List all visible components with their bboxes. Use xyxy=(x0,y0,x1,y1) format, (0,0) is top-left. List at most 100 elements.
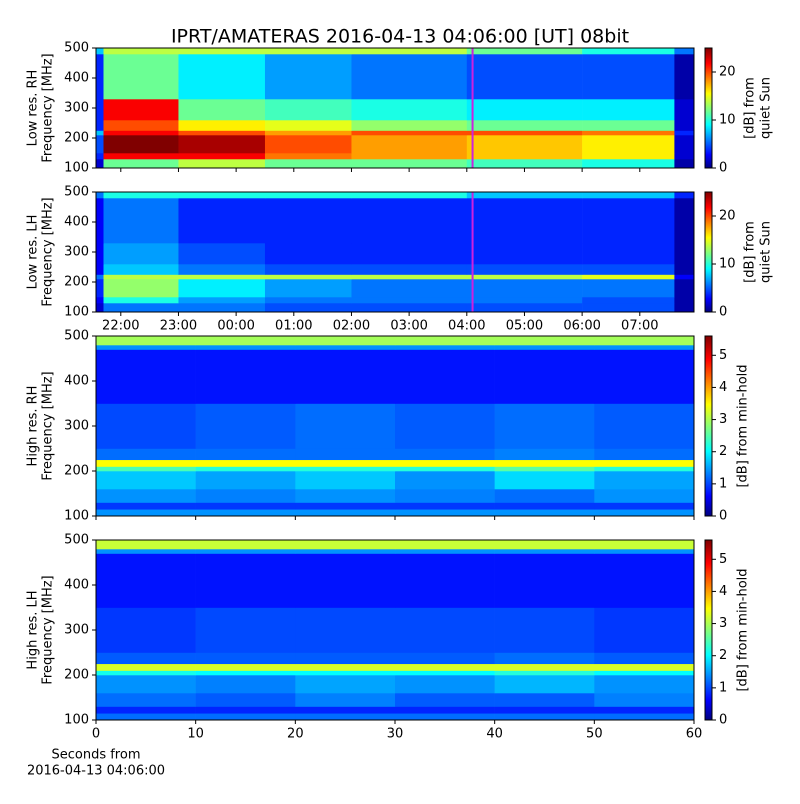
heatmap-cell xyxy=(195,652,296,665)
heatmap-cell xyxy=(96,693,196,707)
heatmap-cell xyxy=(594,448,695,461)
heatmap-cell xyxy=(103,198,179,244)
heatmap-cell xyxy=(264,135,352,154)
heatmap-cell xyxy=(96,54,104,100)
heatmap-cell xyxy=(195,675,296,694)
heatmap-cell xyxy=(178,303,266,313)
x-axis-label: 2016-04-13 04:06:00 xyxy=(27,764,165,779)
heatmap-cell xyxy=(395,336,495,346)
heatmap-cell xyxy=(103,135,179,154)
heatmap-cell xyxy=(582,54,675,100)
heatmap-cell xyxy=(494,693,595,707)
heatmap-cell xyxy=(195,403,296,449)
heatmap-cell xyxy=(178,297,266,304)
x-tick-label: 01:00 xyxy=(275,319,312,334)
x-tick-label: 07:00 xyxy=(621,319,658,334)
heatmap-cell xyxy=(103,274,179,280)
heatmap-cell xyxy=(594,471,695,490)
heatmap-cell xyxy=(351,48,468,55)
heatmap-cell xyxy=(395,471,495,490)
heatmap-cell xyxy=(103,130,179,136)
heatmap-cell xyxy=(178,135,266,154)
y-tick-label: 500 xyxy=(64,41,89,56)
heatmap-cell xyxy=(103,48,179,55)
heatmap-cell xyxy=(195,693,296,707)
heatmap-cell xyxy=(96,706,196,714)
y-tick-label: 300 xyxy=(64,245,89,260)
heatmap-cell xyxy=(494,553,595,608)
heatmap-cell xyxy=(466,198,583,244)
y-tick-label: 400 xyxy=(64,374,89,389)
heatmap-cell xyxy=(674,99,695,121)
heatmap-cell xyxy=(594,459,695,467)
heatmap-cell xyxy=(264,198,352,244)
heatmap-cell xyxy=(594,345,695,350)
heatmap-cell xyxy=(295,349,396,404)
heatmap-cell xyxy=(594,502,695,510)
colorbar-tick-label: 5 xyxy=(719,348,727,363)
heatmap-cell xyxy=(96,264,104,275)
heatmap-cell xyxy=(395,663,495,671)
heatmap-cell xyxy=(494,489,595,503)
heatmap-cell xyxy=(494,471,595,490)
heatmap-cell xyxy=(96,303,104,313)
heatmap-cell xyxy=(582,135,675,154)
heatmap-cell xyxy=(351,297,468,304)
heatmap-cell xyxy=(96,540,196,550)
colorbar-label: quiet Sun xyxy=(759,221,774,283)
heatmap-cell xyxy=(594,663,695,671)
heatmap-cell xyxy=(466,279,583,298)
heatmap-cell xyxy=(594,607,695,653)
heatmap-cell xyxy=(295,607,396,653)
heatmap-cell xyxy=(494,502,595,510)
y-tick-label: 200 xyxy=(64,131,89,146)
colorbar-tick-label: 0 xyxy=(719,509,727,524)
heatmap-cell xyxy=(103,264,179,275)
colorbar-label: [dB] from min-hold xyxy=(736,568,751,691)
x-tick-label: 06:00 xyxy=(563,319,600,334)
heatmap-cell xyxy=(96,448,196,461)
colorbar-tick-label: 1 xyxy=(719,476,727,491)
heatmap-cell xyxy=(96,675,196,694)
heatmap-cell xyxy=(96,489,196,503)
y-tick-label: 300 xyxy=(64,419,89,434)
x-tick-label: 23:00 xyxy=(160,319,197,334)
heatmap-cell xyxy=(674,135,695,154)
heatmap-cell xyxy=(395,502,495,510)
y-axis-label: High res. RH xyxy=(26,386,41,467)
heatmap-cell xyxy=(594,652,695,665)
heatmap-cell xyxy=(96,120,104,131)
x-tick-label: 0 xyxy=(92,727,100,742)
x-tick-label: 60 xyxy=(686,727,703,742)
heatmap-cell xyxy=(103,54,179,100)
heatmap-cell xyxy=(351,159,468,169)
heatmap-cell xyxy=(466,274,583,280)
heatmap-cell xyxy=(103,159,179,169)
heatmap-cell xyxy=(264,279,352,298)
heatmap-cell xyxy=(351,153,468,160)
heatmap-cell xyxy=(195,713,296,721)
heatmap-cell xyxy=(466,120,583,131)
heatmap-cell xyxy=(295,549,396,554)
heatmap-cell xyxy=(674,153,695,160)
x-tick-label: 10 xyxy=(187,727,204,742)
y-tick-label: 300 xyxy=(64,623,89,638)
x-tick-label: 03:00 xyxy=(390,319,427,334)
heatmap-cell xyxy=(494,713,595,721)
heatmap-cell xyxy=(582,264,675,275)
colorbar xyxy=(704,539,713,721)
heatmap-cell xyxy=(195,459,296,467)
heatmap-cell xyxy=(351,54,468,100)
heatmap-cell xyxy=(351,303,468,313)
y-tick-label: 200 xyxy=(64,464,89,479)
heatmap-cell xyxy=(395,553,495,608)
heatmap-cell xyxy=(674,279,695,298)
heatmap-cell xyxy=(594,670,695,676)
heatmap-cell xyxy=(178,274,266,280)
heatmap-cell xyxy=(395,713,495,721)
heatmap-cell xyxy=(351,192,468,199)
heatmap-cell xyxy=(466,135,583,154)
heatmap-cell xyxy=(264,192,352,199)
heatmap-cell xyxy=(295,459,396,467)
y-tick-label: 500 xyxy=(64,329,89,344)
